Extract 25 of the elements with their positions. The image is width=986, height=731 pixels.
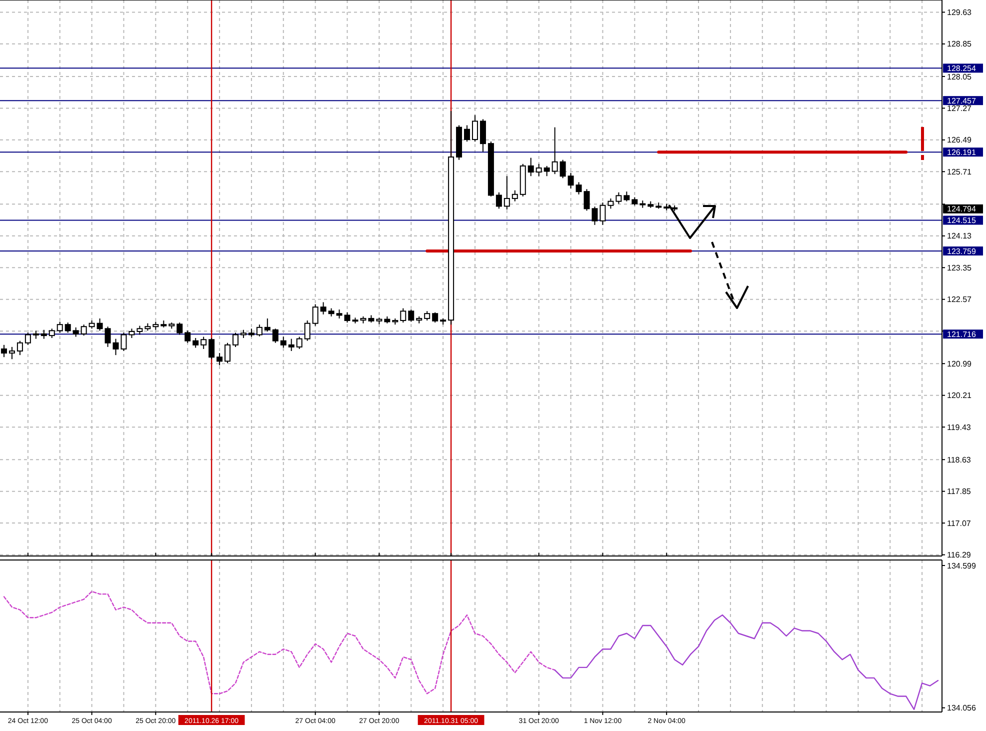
y-tick-label: 120.99 [947,359,972,368]
ref-line-label: 124.515 [947,216,976,226]
y-tick-label: 124.13 [947,232,972,241]
ref-line-label: 121.716 [947,330,976,339]
text: 124.794 [947,204,976,214]
y-tick-label: 116.29 [947,550,972,560]
y-tick-label: 129.63 [947,8,972,17]
ref-line-label: 127.457 [947,96,976,106]
y-tick-label: 119.43 [947,422,972,432]
y-tick-label: 120.21 [947,391,972,400]
y-tick-label: 128.05 [947,72,972,82]
y-tick-label: 125.71 [947,167,972,176]
y-tick-label: 128.85 [947,40,972,49]
y-tick-label: 117.07 [947,518,972,528]
y-tick-label: 134.599 [947,561,976,570]
y-tick-label: 122.57 [947,295,972,304]
y-tick-label: 117.85 [947,487,972,496]
y-tick-label: 126.49 [947,136,972,145]
ref-line-label: 128.254 [947,64,976,73]
ref-line-label: 126.191 [947,148,976,157]
y-tick-label: 134.056 [947,704,976,713]
y-tick-label: 123.35 [947,263,972,272]
y-tick-label: 118.63 [947,455,972,464]
y-tick-label: 127.27 [947,104,972,113]
ref-line-label: 123.759 [947,246,976,256]
